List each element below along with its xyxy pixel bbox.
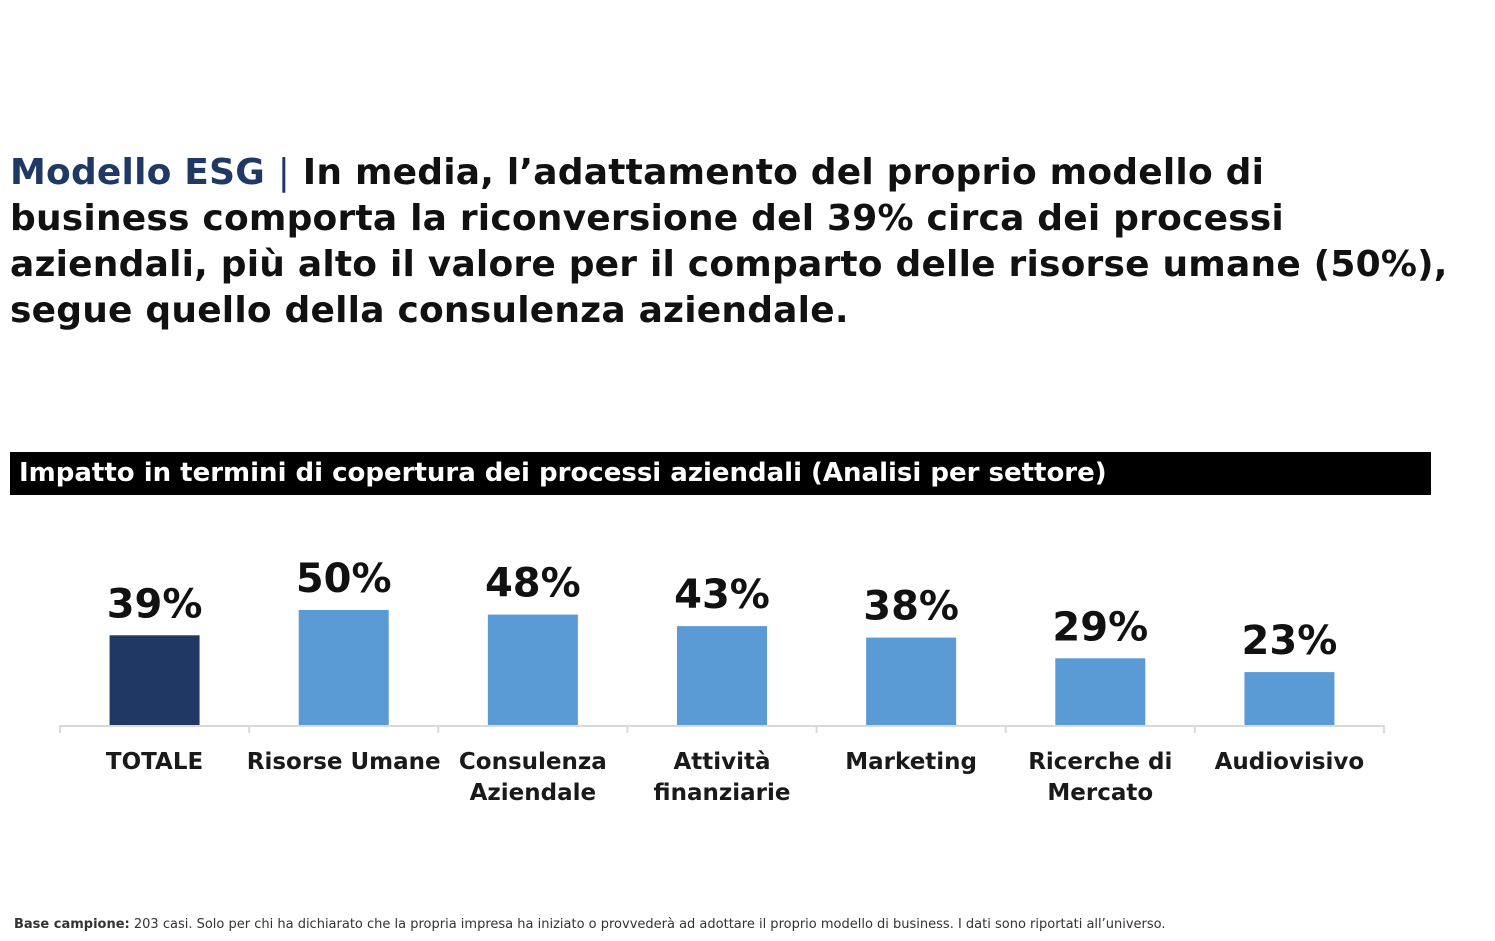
category-label-6: Audiovisivo — [1215, 749, 1365, 775]
category-label-1: Risorse Umane — [247, 749, 441, 775]
bar-0 — [109, 635, 200, 725]
value-label-1: 50% — [296, 556, 392, 602]
value-label-5: 29% — [1052, 604, 1148, 650]
category-label-3: Attività finanziarie — [654, 749, 791, 806]
category-label-2: Consulenza Aziendale — [459, 749, 607, 806]
bar-chart: 39% TOTALE 50% Risorse Umane 48% Consulenza Az… — [59, 556, 1385, 806]
chart-title-banner: Impatto in termini di copertura dei proc… — [10, 452, 1431, 495]
footnote-text: 203 casi. Solo per chi ha dichiarato che… — [129, 917, 1166, 932]
value-label-2: 48% — [485, 561, 581, 607]
footnote-label: Base campione: — [14, 917, 130, 932]
bar-3 — [677, 626, 767, 725]
headline-separator: | — [277, 152, 291, 193]
value-label-4: 38% — [863, 584, 959, 630]
footnote: Base campione: 203 casi. Solo per chi ha… — [14, 917, 1166, 932]
category-label-5: Ricerche di Mercato — [1028, 749, 1172, 806]
bar-4 — [866, 637, 957, 725]
value-label-6: 23% — [1242, 618, 1338, 664]
category-label-4: Marketing — [845, 749, 977, 775]
value-label-3: 43% — [674, 572, 770, 618]
bar-6 — [1244, 672, 1335, 725]
bar-1 — [298, 610, 389, 725]
category-label-0: TOTALE — [106, 749, 203, 775]
value-label-0: 39% — [107, 581, 203, 627]
headline-brand: Modello ESG — [10, 152, 265, 193]
bar-2 — [487, 614, 578, 725]
chart-title: Impatto in termini di copertura dei proc… — [19, 458, 1107, 488]
bar-5 — [1055, 658, 1146, 725]
headline-text: In media, l’adattamento del proprio mode… — [10, 152, 1448, 331]
page-headline: Modello ESG | In media, l’adattamento de… — [10, 150, 1450, 334]
